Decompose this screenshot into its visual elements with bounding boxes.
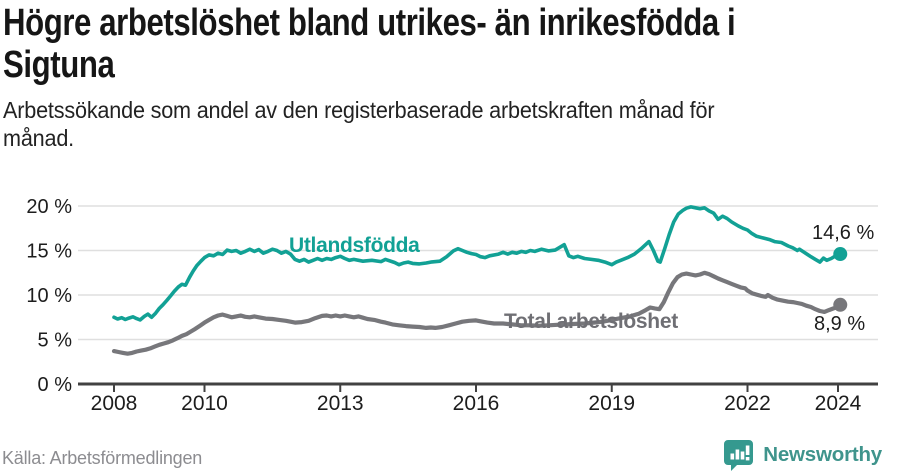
y-tick-label-0: 0 %: [38, 374, 73, 396]
x-tick-label-2019: 2019: [588, 392, 635, 415]
newsworthy-logo: Newsworthy: [724, 438, 882, 472]
newsworthy-bar-chart-icon: [724, 440, 754, 471]
end-dot-utlandsfodda: [833, 247, 848, 262]
page-title-line-1: Högre arbetslöshet bland utrikes- än inr…: [3, 2, 736, 44]
series-label-utlandsfodda: Utlandsfödda: [289, 234, 420, 257]
x-tick-label-2022: 2022: [724, 392, 771, 415]
end-dot-total-arbetsloshet: [833, 297, 848, 312]
source-note: Källa: Arbetsförmedlingen: [2, 448, 203, 468]
chart-subtitle: Arbetssökande som andel av den registerb…: [3, 96, 849, 152]
x-tick-label-2008: 2008: [91, 392, 138, 415]
series-line-utlandsfodda: [112, 205, 843, 322]
series-line-total-arbetsloshet: [111, 270, 843, 356]
chart-subtitle-line-1: Arbetssökande som andel av den registerb…: [3, 97, 715, 123]
x-tick-label-2010: 2010: [181, 392, 228, 415]
end-value-label-utlandsfodda: 14,6 %: [812, 222, 874, 244]
end-value-label-total-arbetsloshet: 8,9 %: [814, 313, 865, 335]
page-title: Högre arbetslöshet bland utrikes- än inr…: [3, 2, 807, 86]
chart-subtitle-line-2: månad.: [3, 125, 74, 151]
y-tick-label-20: 20 %: [26, 196, 72, 218]
newsworthy-wordmark: Newsworthy: [763, 443, 882, 466]
y-tick-label-5: 5 %: [38, 330, 73, 352]
y-tick-label-15: 15 %: [26, 241, 72, 263]
x-tick-label-2024: 2024: [815, 392, 862, 415]
y-tick-label-10: 10 %: [26, 285, 72, 307]
x-tick-label-2016: 2016: [453, 392, 500, 415]
x-tick-label-2013: 2013: [317, 392, 364, 415]
series-label-total-arbetsloshet: Total arbetslöshet: [504, 310, 678, 333]
page-title-line-2: Sigtuna: [3, 44, 115, 86]
